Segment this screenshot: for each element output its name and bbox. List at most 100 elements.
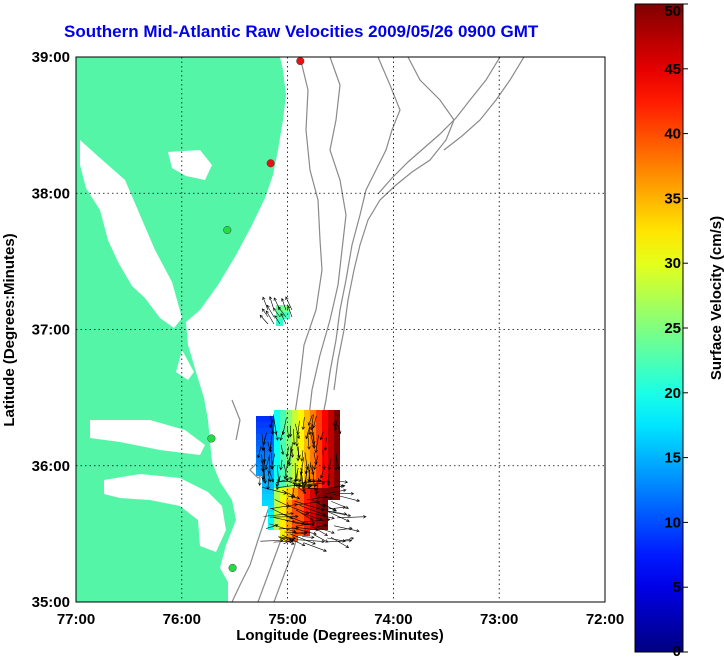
velocity-cell bbox=[276, 319, 283, 326]
velocity-cell bbox=[280, 494, 286, 500]
velocity-cell bbox=[274, 452, 280, 458]
colorbar-tick-label: 0 bbox=[673, 643, 681, 659]
velocity-cell bbox=[262, 452, 268, 458]
station-marker bbox=[223, 226, 231, 234]
velocity-cell bbox=[298, 440, 304, 446]
velocity-cell bbox=[316, 422, 322, 428]
velocity-cell bbox=[274, 464, 280, 470]
velocity-cell bbox=[322, 410, 328, 416]
velocity-cell bbox=[256, 422, 262, 428]
velocity-cell bbox=[286, 440, 292, 446]
y-tick-label: 39:00 bbox=[32, 49, 70, 66]
colorbar-tick-label: 15 bbox=[664, 450, 681, 467]
velocity-cell bbox=[316, 464, 322, 470]
velocity-cell bbox=[280, 446, 286, 452]
x-axis-label: Longitude (Degrees:Minutes) bbox=[236, 627, 444, 644]
velocity-cell bbox=[316, 428, 322, 434]
velocity-cell bbox=[286, 410, 292, 416]
velocity-cell bbox=[304, 440, 310, 446]
velocity-cell bbox=[334, 434, 340, 440]
station-marker bbox=[208, 435, 216, 443]
velocity-cell bbox=[328, 422, 334, 428]
velocity-cell bbox=[328, 452, 334, 458]
colorbar: 0 5 10 15 20 25 30 35 40 45 50 bbox=[635, 3, 688, 659]
velocity-cell bbox=[286, 422, 292, 428]
x-tick-label: 76:00 bbox=[163, 611, 201, 628]
velocity-cell bbox=[283, 312, 290, 319]
velocity-cell bbox=[268, 518, 274, 524]
velocity-cell bbox=[262, 488, 268, 494]
velocity-cell bbox=[304, 494, 310, 500]
velocity-cell bbox=[316, 470, 322, 476]
velocity-cell bbox=[286, 428, 292, 434]
colorbar-tick-label: 40 bbox=[664, 126, 681, 143]
x-tick-label: 74:00 bbox=[374, 611, 412, 628]
velocity-cell bbox=[274, 416, 280, 422]
x-tick-label: 77:00 bbox=[57, 611, 95, 628]
velocity-cell bbox=[280, 410, 286, 416]
velocity-cell bbox=[322, 488, 328, 494]
colorbar-tick-label: 10 bbox=[664, 514, 681, 531]
velocity-cell bbox=[268, 494, 274, 500]
velocity-cell bbox=[292, 416, 298, 422]
velocity-cell bbox=[298, 494, 304, 500]
velocity-cell bbox=[274, 446, 280, 452]
velocity-cell bbox=[298, 416, 304, 422]
velocity-cell bbox=[256, 416, 262, 422]
velocity-cell bbox=[286, 530, 292, 536]
y-tick-label: 38:00 bbox=[32, 185, 70, 202]
velocity-cell bbox=[310, 410, 316, 416]
station-marker bbox=[229, 564, 237, 572]
velocity-cell bbox=[322, 434, 328, 440]
velocity-cell bbox=[298, 410, 304, 416]
velocity-cell bbox=[268, 434, 274, 440]
velocity-cell bbox=[262, 422, 268, 428]
x-axis: 77:00 76:00 75:00 74:00 73:00 72:00 bbox=[57, 611, 624, 628]
velocity-cell bbox=[274, 410, 280, 416]
colorbar-tick-label: 20 bbox=[664, 385, 681, 402]
velocity-cell bbox=[328, 440, 334, 446]
colorbar-tick-label: 5 bbox=[673, 579, 681, 596]
velocity-cell bbox=[268, 500, 274, 506]
velocity-cell bbox=[274, 470, 280, 476]
velocity-cell bbox=[328, 428, 334, 434]
velocity-cell bbox=[328, 410, 334, 416]
colorbar-tick-label: 25 bbox=[664, 320, 681, 337]
velocity-cell bbox=[286, 470, 292, 476]
y-tick-label: 35:00 bbox=[32, 594, 70, 611]
velocity-cell bbox=[334, 446, 340, 452]
y-tick-label: 36:00 bbox=[32, 458, 70, 475]
velocity-cell bbox=[334, 410, 340, 416]
velocity-cell bbox=[316, 410, 322, 416]
velocity-cell bbox=[274, 494, 280, 500]
velocity-cell bbox=[280, 458, 286, 464]
colorbar-label: Surface Velocity (cm/s) bbox=[708, 216, 724, 380]
x-tick-label: 75:00 bbox=[268, 611, 306, 628]
velocity-cell bbox=[304, 410, 310, 416]
velocity-cell bbox=[328, 434, 334, 440]
velocity-cell bbox=[262, 494, 268, 500]
velocity-cell bbox=[286, 482, 292, 488]
velocity-cell bbox=[256, 434, 262, 440]
colorbar-tick-label: 30 bbox=[664, 255, 681, 272]
velocity-cell bbox=[256, 428, 262, 434]
velocity-cell bbox=[280, 500, 286, 506]
velocity-cell bbox=[274, 458, 280, 464]
station-marker bbox=[296, 57, 304, 65]
velocity-cell bbox=[316, 416, 322, 422]
velocity-cell bbox=[292, 422, 298, 428]
velocity-cell bbox=[334, 470, 340, 476]
y-axis-label: Latitude (Degrees:Minutes) bbox=[1, 233, 18, 426]
velocity-cell bbox=[334, 440, 340, 446]
y-axis: 39:00 38:00 37:00 36:00 35:00 bbox=[32, 49, 70, 611]
velocity-cell bbox=[322, 458, 328, 464]
velocity-cell bbox=[316, 452, 322, 458]
velocity-cell bbox=[322, 518, 328, 524]
velocity-cell bbox=[304, 458, 310, 464]
velocity-cell bbox=[268, 482, 274, 488]
velocity-cell bbox=[262, 428, 268, 434]
x-tick-label: 72:00 bbox=[586, 611, 624, 628]
velocity-cell bbox=[322, 476, 328, 482]
y-tick-label: 37:00 bbox=[32, 322, 70, 339]
